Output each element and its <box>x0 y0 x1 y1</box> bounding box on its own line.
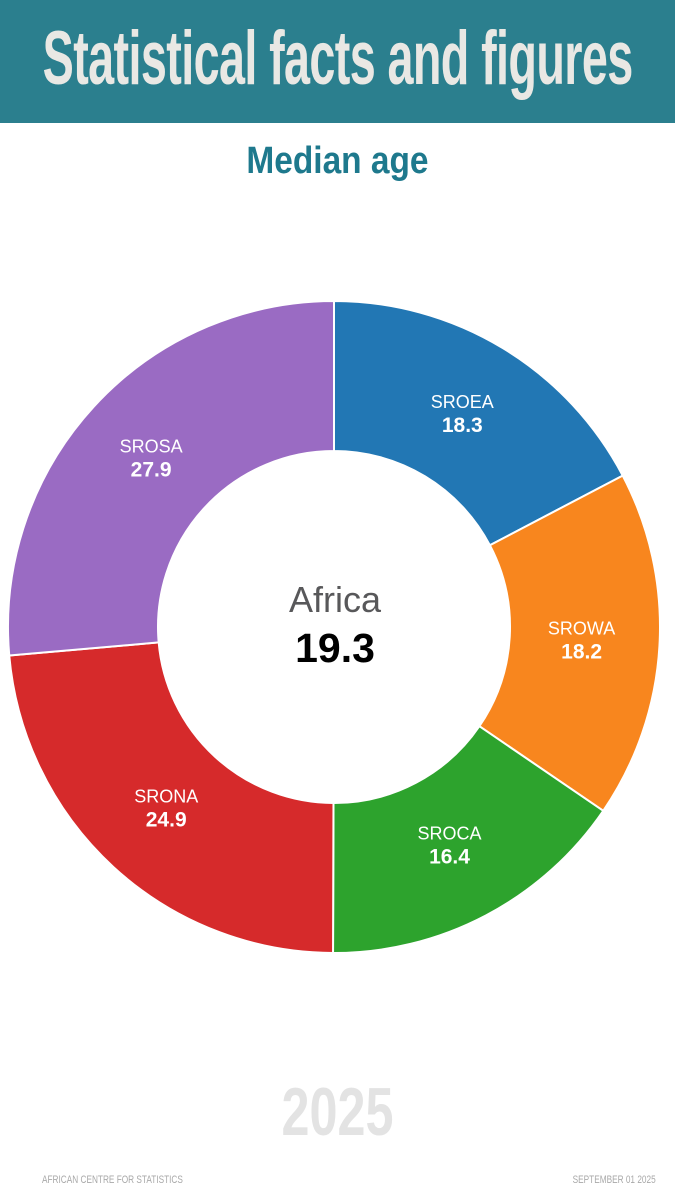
year-watermark: 2025 <box>281 1074 394 1150</box>
segment-value-sroea: 18.3 <box>442 414 483 437</box>
segment-name-srosa: SROSA <box>120 437 183 457</box>
page-title: Statistical facts and figures <box>42 15 634 101</box>
donut-segment-sroca <box>332 725 605 955</box>
center-region-value: 19.3 <box>295 625 375 671</box>
segment-value-srona: 24.9 <box>146 809 187 832</box>
segment-name-sroca: SROCA <box>417 824 481 844</box>
segment-value-sroca: 16.4 <box>429 846 470 869</box>
segment-name-srowa: SROWA <box>548 618 615 638</box>
donut-segment-srona <box>8 641 335 954</box>
header-banner: Statistical facts and figures <box>0 0 675 123</box>
chart-subtitle-label: Median age <box>246 140 429 182</box>
donut-segment-srosa <box>7 300 335 657</box>
donut-segment-sroea <box>333 300 624 547</box>
footer-organization: AFRICAN CENTRE FOR STATISTICS <box>42 1174 183 1186</box>
donut-center-label: Africa 19.3 <box>185 580 485 672</box>
donut-segment-srowa <box>478 474 661 812</box>
footer-date: SEPTEMBER 01 2025 <box>572 1174 656 1186</box>
segment-value-srosa: 27.9 <box>131 459 172 482</box>
chart-subtitle: Median age <box>0 140 675 183</box>
center-region-name: Africa <box>288 579 382 620</box>
segment-name-sroea: SROEA <box>431 392 494 412</box>
segment-name-srona: SRONA <box>134 787 198 807</box>
segment-value-srowa: 18.2 <box>561 640 602 663</box>
